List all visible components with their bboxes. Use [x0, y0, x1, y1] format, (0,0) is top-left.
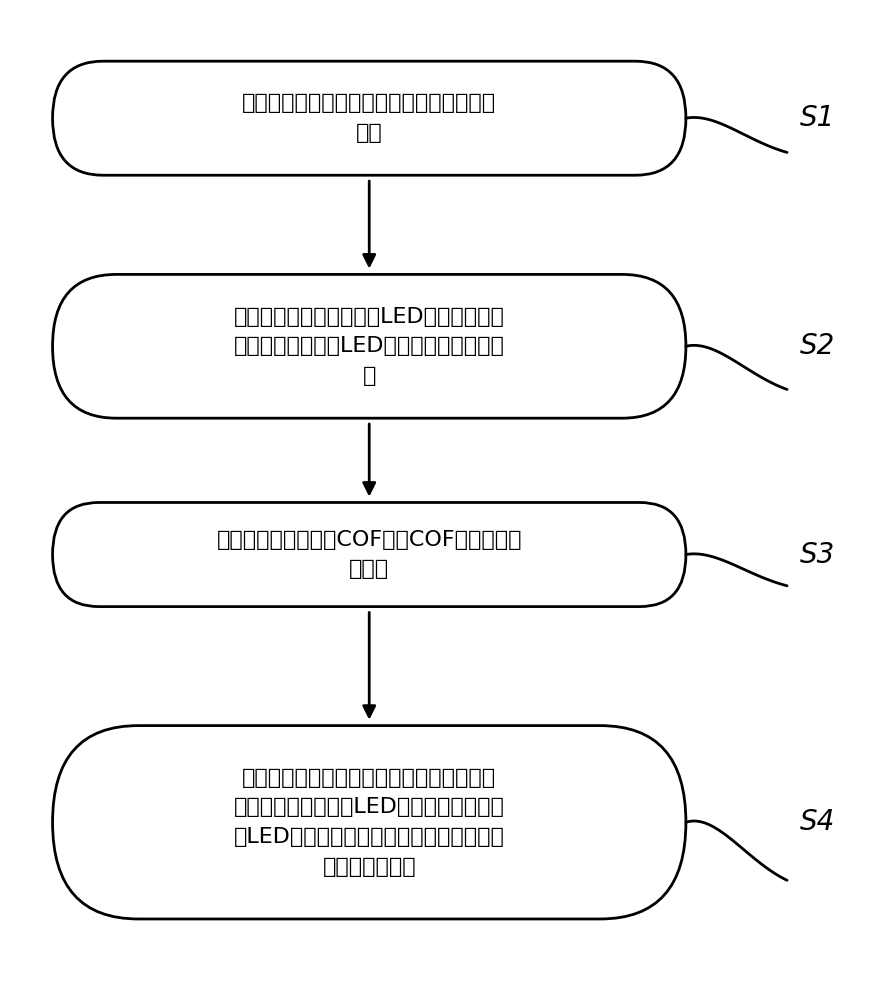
FancyBboxPatch shape [52, 274, 686, 418]
Text: 将所述待检测背板的COF板与COF绑定面对应
并压合: 将所述待检测背板的COF板与COF绑定面对应 并压合 [217, 530, 522, 579]
FancyBboxPatch shape [52, 61, 686, 175]
Text: 将待检测背板放置在载台上，并固定待检测
背板: 将待检测背板放置在载台上，并固定待检测 背板 [242, 93, 496, 143]
Text: 将所述待检测背板的各个LED发光元件与导
电线路电路板上的LED绑定面进行对齐并连
接: 将所述待检测背板的各个LED发光元件与导 电线路电路板上的LED绑定面进行对齐并… [234, 307, 504, 386]
FancyBboxPatch shape [52, 726, 686, 919]
Text: S2: S2 [800, 332, 836, 360]
Text: S4: S4 [800, 808, 836, 836]
Text: 在信号控制器中输入所需要的电压，点亮所
述待检测背板的所述LED发光元件，根据所
述LED发光元件的亮暗程度判断所述待检测
背板的品质质量: 在信号控制器中输入所需要的电压，点亮所 述待检测背板的所述LED发光元件，根据所… [234, 768, 504, 877]
Text: S1: S1 [800, 104, 836, 132]
Text: S3: S3 [800, 541, 836, 569]
FancyBboxPatch shape [52, 502, 686, 607]
